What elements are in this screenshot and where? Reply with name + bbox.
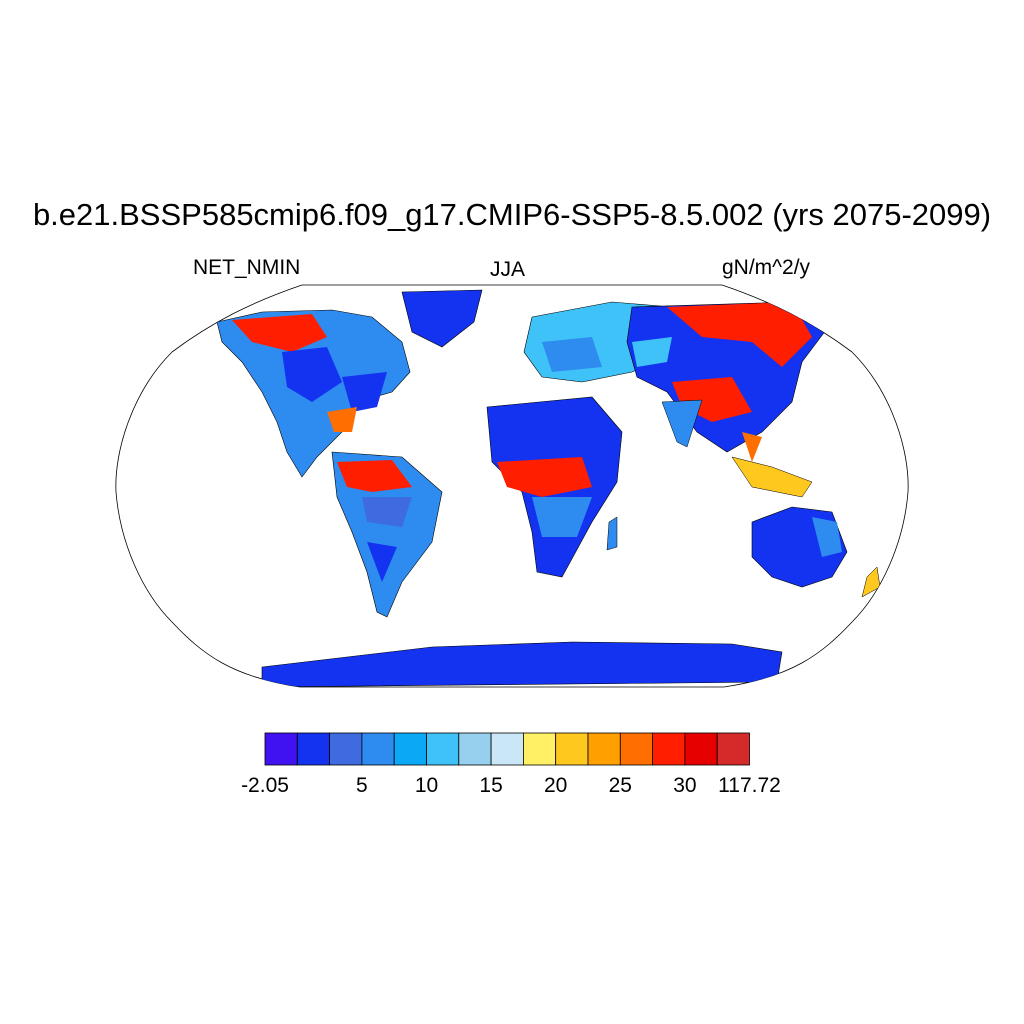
colorbar-box: [652, 732, 686, 766]
land-fields: [216, 289, 881, 687]
season-label: JJA: [490, 258, 526, 281]
colorbar-tick-label: 5: [356, 774, 368, 797]
colorbar-box: [361, 732, 395, 766]
colorbar-box: [555, 732, 589, 766]
colorbar-box: [684, 732, 718, 766]
colorbar-box: [587, 732, 621, 766]
colorbar-tick-label: 10: [414, 774, 439, 797]
greenland: [401, 289, 483, 348]
colorbar-box: [264, 732, 298, 766]
colorbar-tick-label: -2.05: [241, 774, 289, 797]
colorbar: [264, 732, 750, 766]
antarctica: [261, 641, 783, 687]
colorbar-tick-label: 117.72: [718, 774, 781, 797]
colorbar-box: [522, 732, 557, 766]
south-america: [331, 451, 443, 618]
colorbar-tick-label: 20: [544, 774, 568, 797]
world-map: [115, 284, 909, 688]
colorbar-box: [329, 732, 363, 766]
colorbar-box: [716, 732, 750, 766]
colorbar-tick-label: 15: [479, 774, 503, 797]
colorbar-tick-label: 30: [673, 774, 697, 797]
colorbar-box: [490, 732, 524, 766]
variable-name: NET_NMIN: [193, 256, 301, 279]
colorbar-box: [393, 732, 427, 766]
colorbar-box: [458, 732, 492, 766]
colorbar-box: [296, 732, 330, 766]
colorbar-box: [426, 732, 460, 766]
plot-title: b.e21.BSSP585cmip6.f09_g17.CMIP6-SSP5-8.…: [32, 197, 992, 232]
colorbar-tick-label: 25: [608, 774, 632, 797]
units-label: gN/m^2/y: [722, 256, 811, 279]
colorbar-boxes: [264, 732, 750, 766]
colorbar-box: [619, 732, 653, 766]
